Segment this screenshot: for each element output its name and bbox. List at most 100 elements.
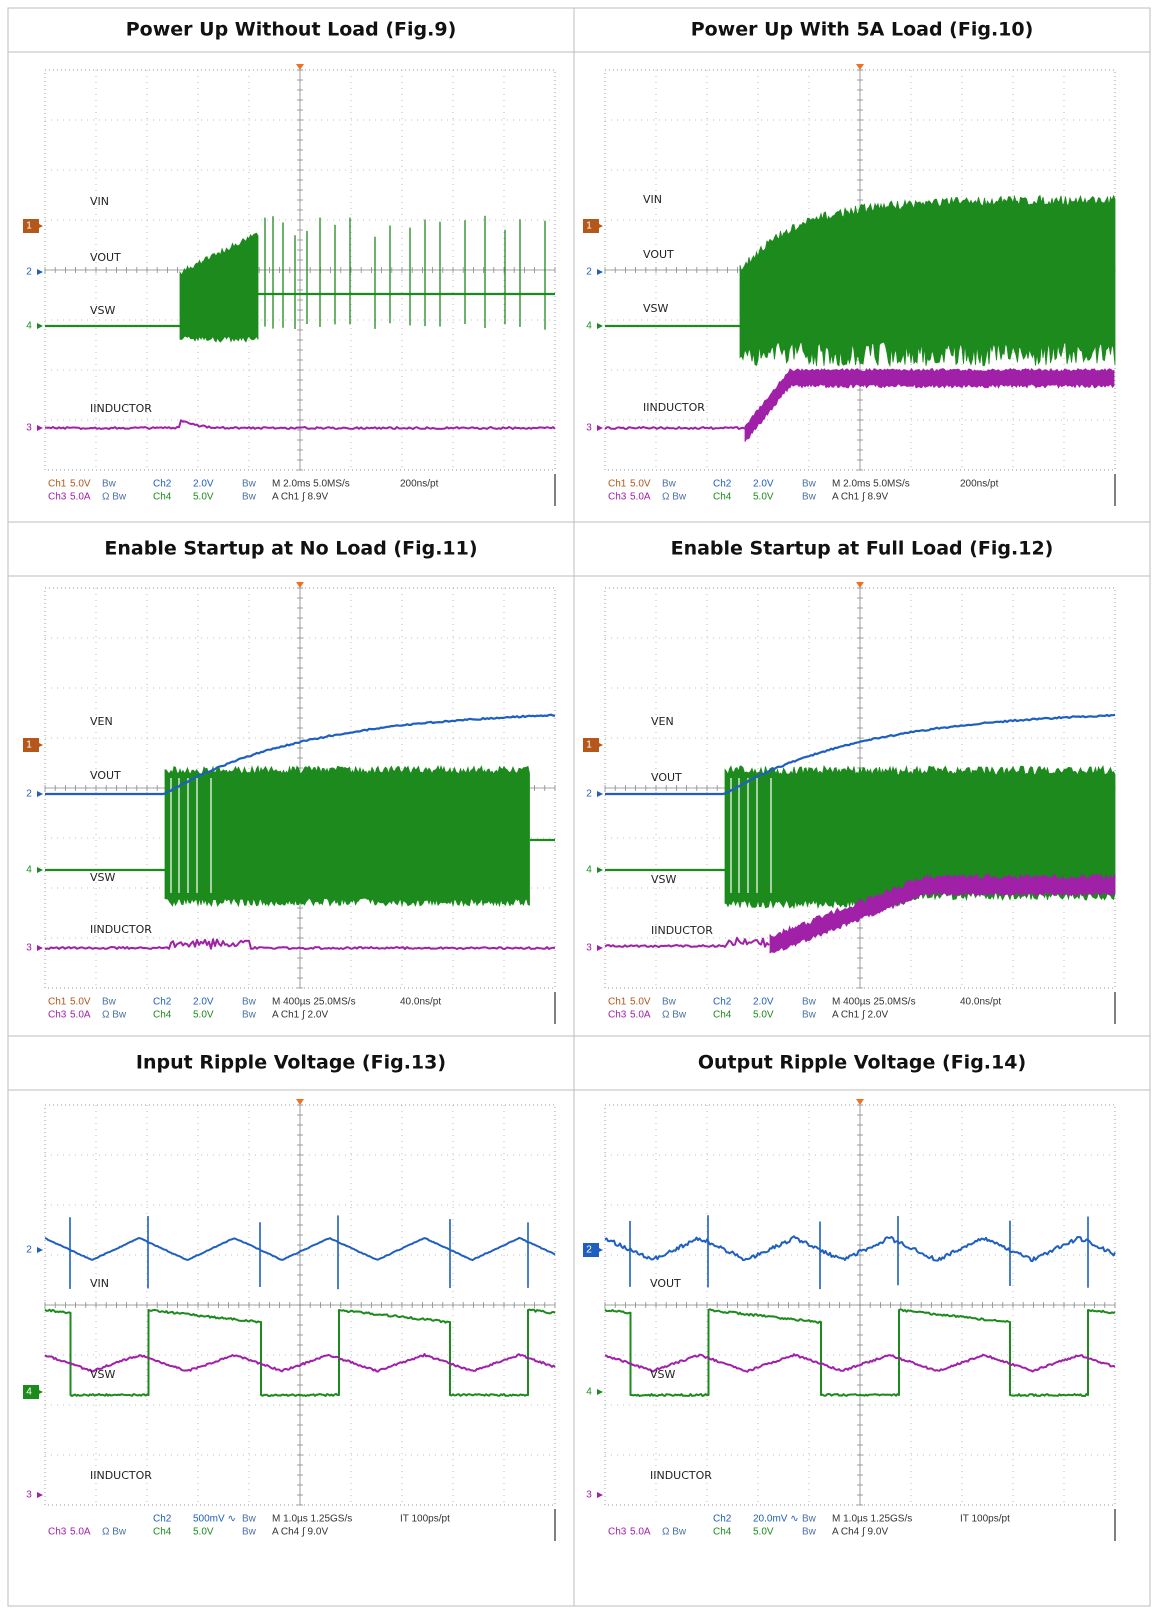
scope-readout: Bw [102,479,117,490]
scope-readout: 5.0A [70,492,91,503]
scope-readout: Bw [102,997,117,1008]
scope-readout: 5.0A [630,1010,651,1021]
trace-label: VOUT [643,248,674,261]
channel-marker-arrow [37,269,43,275]
trace [605,938,769,947]
trace-label: VSW [90,871,116,884]
scope-readout: Bw [242,492,257,503]
scope-readout: M 1.0µs 1.25GS/s [272,1514,352,1525]
trigger-marker [856,582,864,588]
channel-marker: 1 [586,221,592,232]
scope-readout: IT 100ps/pt [960,1514,1010,1525]
scope-capture: VINVSWIINDUCTOR243Ch2500mV ∿BwM 1.0µs 1.… [23,1099,555,1541]
channel-marker-arrow [597,945,603,951]
scope-readout: 2.0V [753,479,774,490]
figure-table: Power Up Without Load (Fig.9) VIN VOUT VSW I… [0,0,1157,1614]
channel-marker: 2 [586,789,592,800]
channel-marker: 1 [26,221,32,232]
channel-marker-arrow [597,1492,603,1498]
scope-readout: M 1.0µs 1.25GS/s [832,1514,912,1525]
channel-marker-arrow [597,223,603,229]
scope-readout: 5.0V [193,1010,214,1021]
scope-readout: A Ch1 ∫ 2.0V [272,1010,328,1021]
scope-readout: Ω Bw [102,1527,127,1538]
channel-marker: 4 [26,1387,32,1398]
trace-label: VIN [643,193,662,206]
channel-marker: 4 [586,1387,592,1398]
channel-marker: 1 [26,740,32,751]
scope-readout: 5.0V [753,1527,774,1538]
scope-readout: 5.0A [630,1527,651,1538]
scope-readout: 40.0ns/pt [960,997,1001,1008]
scope-readout: 5.0V [193,1527,214,1538]
channel-marker: 3 [586,943,592,954]
scope-readout: Ch4 [713,492,732,503]
scope-readout: A Ch1 ∫ 8.9V [832,492,888,503]
trigger-marker [296,1099,304,1105]
channel-marker-arrow [37,945,43,951]
scope-readout: Ch3 [608,1527,627,1538]
trace-burst [165,766,530,906]
scope-readout: M 400µs 25.0MS/s [832,997,916,1008]
scope-readout: Ch2 [153,997,172,1008]
trace-label: VIN [90,195,109,208]
scope-readout: 5.0V [630,479,651,490]
scope-readout: A Ch1 ∫ 2.0V [832,1010,888,1021]
trace-label: VSW [651,873,677,886]
channel-marker-arrow [37,1389,43,1395]
scope-readout: A Ch1 ∫ 8.9V [272,492,328,503]
channel-marker-arrow [597,1389,603,1395]
channel-marker-arrow [597,425,603,431]
scope-readout: Bw [802,492,817,503]
trace [605,427,745,429]
scope-readout: 200ns/pt [960,479,999,490]
scope-readout: 5.0V [70,997,91,1008]
scope-readout: 5.0V [753,492,774,503]
channel-marker: 3 [26,423,32,434]
channel-marker-arrow [37,323,43,329]
scope-readout: 20.0mV ∿ [753,1514,799,1525]
channel-marker: 4 [26,321,32,332]
channel-marker-arrow [597,791,603,797]
scope-capture: VINVOUTVSWIINDUCTOR1243Ch15.0VBwCh22.0VB… [23,64,555,506]
scope-readout: Ω Bw [662,1527,687,1538]
scope-readout: 5.0V [70,479,91,490]
trace-label: VSW [643,302,669,315]
trace-label: IINDUCTOR [651,924,713,937]
channel-marker-arrow [597,867,603,873]
scope-readout: Bw [802,1527,817,1538]
scope-readout: Ch1 [48,997,67,1008]
trace-label: IINDUCTOR [650,1469,712,1482]
scope-readout: M 400µs 25.0MS/s [272,997,356,1008]
scope-readout: IT 100ps/pt [400,1514,450,1525]
scope-readout: 500mV ∿ [193,1514,236,1525]
trace-label: VSW [90,304,116,317]
channel-marker-arrow [37,742,43,748]
scope-readout: Bw [242,1514,257,1525]
trigger-marker [856,64,864,70]
trace-label: VSW [90,1368,116,1381]
scope-readout: Ω Bw [102,1010,127,1021]
trace-label: IINDUCTOR [90,1469,152,1482]
panel-title: Output Ripple Voltage (Fig.14) [698,1052,1026,1074]
channel-marker-arrow [37,1492,43,1498]
channel-marker: 3 [26,1490,32,1501]
scope-readout: 5.0V [630,997,651,1008]
panel-title: Power Up Without Load (Fig.9) [126,19,457,41]
panel-title: Power Up With 5A Load (Fig.10) [691,19,1034,41]
scope-readout: Ch4 [713,1010,732,1021]
scope-readout: Bw [802,1010,817,1021]
channel-marker-arrow [37,425,43,431]
channel-marker: 3 [26,943,32,954]
trace-label: VOUT [90,769,121,782]
channel-marker: 2 [26,789,32,800]
scope-readout: 2.0V [193,997,214,1008]
trace-label: VSW [650,1368,676,1381]
panel-title: Input Ripple Voltage (Fig.13) [136,1052,446,1074]
channel-marker: 2 [586,1245,592,1256]
scope-readout: Ch3 [608,492,627,503]
channel-marker-arrow [597,323,603,329]
scope-readout: Bw [242,1527,257,1538]
channel-marker-arrow [597,269,603,275]
scope-readout: 2.0V [193,479,214,490]
